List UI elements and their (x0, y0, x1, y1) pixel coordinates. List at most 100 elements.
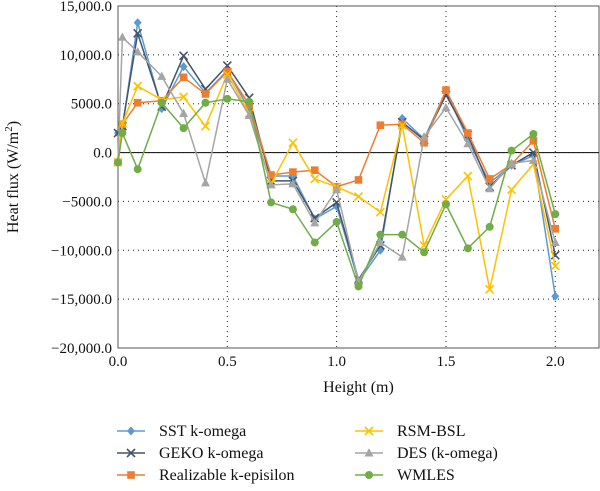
y-tick-label: −10,000.0 (51, 243, 112, 259)
data-point (397, 252, 407, 261)
x-tick-label: 0.5 (218, 354, 237, 370)
data-point (179, 51, 189, 61)
x-tick-label: 0.0 (109, 354, 128, 370)
legend-item: Realizable k-episilon (117, 467, 295, 484)
data-point (550, 237, 560, 246)
data-point (310, 213, 320, 223)
y-tick-label: 10,000.0 (60, 48, 113, 64)
legend-swatch-marker (364, 426, 374, 436)
legend-item: SST k-omega (117, 423, 246, 440)
y-tick-label: −5000.0 (62, 194, 112, 210)
legend-swatch-marker (126, 448, 136, 458)
legend-swatch-marker (365, 471, 373, 479)
data-point (420, 248, 429, 257)
legend-label: RSM-BSL (397, 423, 465, 440)
data-point (133, 98, 142, 107)
data-point (398, 230, 407, 239)
data-point (375, 237, 385, 246)
data-point (529, 130, 538, 139)
y-tick-label: 5000.0 (71, 97, 112, 113)
data-point (441, 200, 450, 209)
y-axis-title-end: ) (5, 121, 22, 126)
data-point (507, 146, 516, 155)
data-point (179, 62, 188, 72)
y-tick-label: −20,000.0 (51, 341, 112, 357)
legend-label: Realizable k-episilon (159, 467, 295, 484)
y-axis-title-superscript: 2 (3, 126, 15, 132)
legend-label: WMLES (397, 467, 455, 484)
legend-item: GEKO k-omega (117, 445, 263, 462)
data-point (288, 138, 298, 148)
data-point (464, 129, 472, 137)
series-line (117, 32, 557, 281)
data-point (222, 69, 232, 79)
data-point (441, 102, 451, 112)
data-point (201, 98, 210, 107)
legend-label: DES (k-omega) (397, 445, 498, 462)
data-point (157, 98, 166, 107)
data-point (267, 171, 275, 179)
legend-item: RSM-BSL (355, 423, 465, 440)
data-point (397, 120, 407, 130)
series-line (117, 73, 557, 291)
series-5 (114, 94, 560, 291)
data-point (551, 291, 560, 301)
legend-swatch-marker (127, 471, 135, 479)
data-point (179, 92, 189, 102)
data-point (133, 28, 143, 38)
data-point (266, 180, 276, 189)
data-point (353, 191, 364, 202)
data-point (506, 185, 517, 195)
data-point (332, 217, 341, 226)
legend-swatch-marker (127, 426, 135, 436)
data-point (376, 230, 385, 239)
data-point (133, 81, 143, 91)
data-point (117, 32, 127, 41)
legend-label: GEKO k-omega (159, 445, 263, 462)
data-point (442, 86, 450, 94)
legend-label: SST k-omega (159, 423, 246, 440)
series-line (117, 36, 556, 283)
data-point (419, 132, 429, 141)
y-tick-label: −15,000.0 (51, 292, 112, 308)
data-point (551, 224, 560, 233)
data-point (485, 183, 495, 193)
series-line (117, 70, 557, 229)
y-axis-title: Heat flux (W/m2) (3, 121, 22, 233)
data-point (133, 47, 143, 56)
y-tick-label: 15,000.0 (60, 0, 113, 15)
data-point (245, 97, 254, 106)
data-point (201, 90, 210, 98)
data-point (118, 129, 127, 138)
data-point (133, 165, 142, 174)
data-point (133, 18, 142, 28)
x-axis-title: Height (m) (323, 379, 394, 396)
data-point (200, 178, 210, 187)
data-point (310, 238, 319, 247)
legend-swatch-marker (364, 448, 374, 457)
data-point (550, 261, 560, 271)
x-tick-labels: 0.0 0.5 1.0 1.5 2.0 (109, 354, 565, 370)
data-point (507, 158, 517, 167)
data-point (463, 244, 472, 253)
data-point (485, 284, 495, 294)
x-tick-label: 2.0 (546, 354, 565, 370)
data-point (222, 74, 232, 83)
x-tick-label: 1.5 (437, 354, 456, 370)
y-tick-labels: 15,000.0 10,000.0 5000.0 0.0 −5000.0 −10,000.… (51, 0, 112, 357)
data-point (376, 121, 385, 130)
y-tick-label: 0.0 (93, 146, 112, 162)
series-line (117, 98, 556, 288)
data-point (551, 210, 560, 219)
data-point (332, 184, 342, 194)
legend-item: DES (k-omega) (355, 445, 498, 462)
data-point (223, 94, 232, 103)
data-point (420, 139, 428, 147)
data-point (244, 110, 254, 119)
data-point (485, 175, 494, 183)
data-point (179, 108, 189, 117)
data-point (463, 171, 473, 181)
data-point (485, 222, 494, 231)
data-point (310, 174, 320, 184)
data-point (179, 73, 188, 82)
